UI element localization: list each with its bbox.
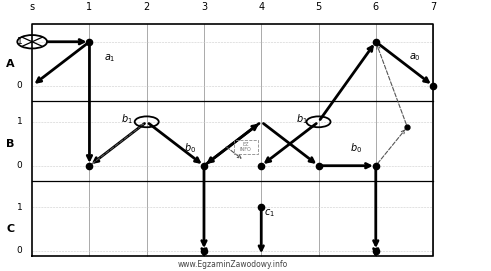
Text: 7: 7 (430, 2, 436, 12)
Text: 0: 0 (17, 246, 23, 256)
Text: $b_1$: $b_1$ (296, 112, 307, 126)
Text: $b_0$: $b_0$ (350, 141, 362, 154)
Text: EZ: EZ (243, 142, 249, 147)
Text: $b_1$: $b_1$ (121, 112, 133, 126)
Text: 6: 6 (373, 2, 379, 12)
Text: $b_0$: $b_0$ (184, 141, 196, 154)
Text: www.EgzaminZawodowy.info: www.EgzaminZawodowy.info (177, 260, 288, 269)
Text: 1: 1 (17, 117, 23, 126)
Text: $a_1$: $a_1$ (104, 53, 115, 64)
Text: 1: 1 (17, 202, 23, 212)
Text: 4: 4 (258, 2, 264, 12)
Text: 0: 0 (17, 161, 23, 170)
Text: 1: 1 (17, 37, 23, 46)
Text: B: B (6, 139, 15, 149)
Text: INFO: INFO (240, 147, 252, 152)
Text: 1: 1 (86, 2, 92, 12)
Text: 3: 3 (201, 2, 207, 12)
Text: $c_1$: $c_1$ (264, 208, 275, 220)
Text: A: A (6, 59, 15, 69)
Text: C: C (6, 224, 15, 234)
Text: $a_0$: $a_0$ (409, 51, 421, 63)
Text: 5: 5 (315, 2, 322, 12)
Text: 0: 0 (17, 81, 23, 90)
Text: 2: 2 (143, 2, 150, 12)
Text: s: s (29, 2, 35, 12)
